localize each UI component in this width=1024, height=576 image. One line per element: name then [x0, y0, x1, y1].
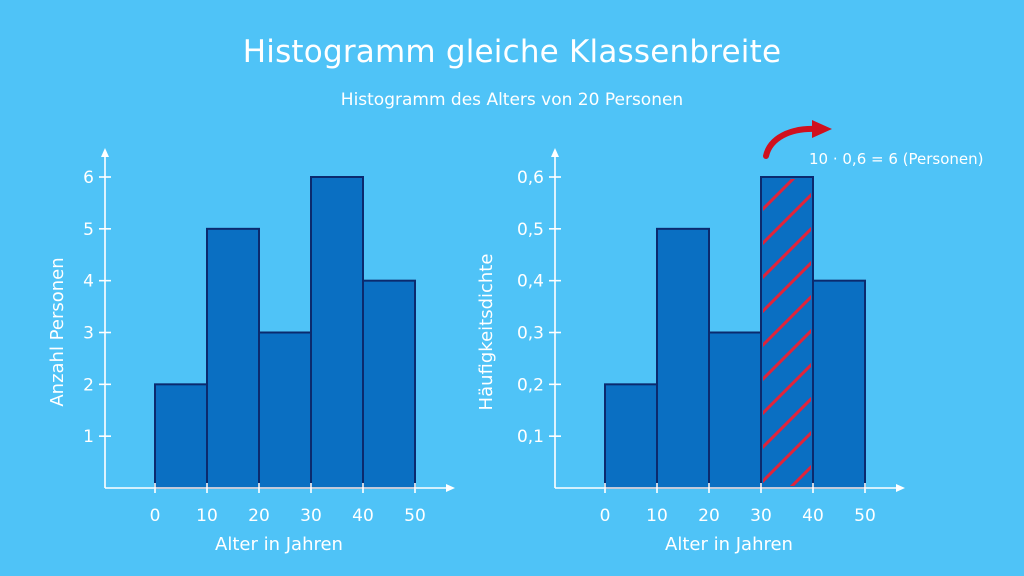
- x-axis-arrow-icon: [896, 484, 905, 492]
- y-tick-label: 0,6: [517, 168, 544, 188]
- y-tick-label: 0,5: [517, 220, 544, 240]
- y-tick-label: 1: [83, 427, 94, 447]
- hatch-line: [789, 464, 811, 486]
- x-tick-label: 0: [600, 506, 611, 526]
- x-tick-label: 20: [698, 506, 720, 526]
- x-tick-label: 50: [854, 506, 876, 526]
- x-axis-arrow-icon: [446, 484, 455, 492]
- y-ticks-group: 0,1 0,2 0,3 0,4 0,5 0,6: [517, 168, 561, 447]
- histogram-bar: [206, 227, 260, 489]
- bars-group: [154, 176, 416, 490]
- hatch-pattern: [763, 179, 811, 486]
- page-subtitle: Histogramm des Alters von 20 Personen: [340, 90, 684, 110]
- hatch-line: [763, 396, 811, 450]
- y-tick-label: 2: [83, 375, 94, 395]
- histogram-bar: [604, 383, 658, 490]
- hatch-line: [763, 226, 811, 280]
- x-ticks-group: 0 10 20 30 40 50: [600, 483, 876, 526]
- x-tick-label: 40: [352, 506, 374, 526]
- hatch-line: [763, 192, 811, 246]
- curved-arrow-icon: [763, 125, 819, 159]
- axes-group: [101, 148, 455, 492]
- histogram-bar: [154, 383, 208, 490]
- axes-group: [551, 148, 905, 492]
- x-tick-label: 30: [750, 506, 772, 526]
- y-tick-label: 6: [83, 168, 94, 188]
- histogram-bar: [656, 227, 710, 489]
- histogram-bar: [258, 331, 312, 489]
- histogram-bar: [362, 279, 416, 489]
- x-axis-label: Alter in Jahren: [665, 534, 793, 555]
- y-tick-label: 3: [83, 324, 94, 344]
- histogram-density: 0,1 0,2 0,3 0,4 0,5 0,6 0 10 20 30 40 50 Alter in …: [476, 120, 984, 555]
- x-tick-label: 20: [248, 506, 270, 526]
- y-tick-label: 5: [83, 220, 94, 240]
- x-tick-label: 10: [196, 506, 218, 526]
- x-tick-label: 50: [404, 506, 426, 526]
- hatch-line: [763, 294, 811, 348]
- bars-group: [604, 176, 866, 490]
- x-tick-label: 0: [150, 506, 161, 526]
- x-axis-label: Alter in Jahren: [215, 534, 343, 555]
- hatch-line: [763, 179, 796, 212]
- histogram-bar: [708, 331, 762, 489]
- y-axis-arrow-icon: [551, 148, 559, 157]
- hatch-line: [763, 362, 811, 416]
- y-axis-arrow-icon: [101, 148, 109, 157]
- hatch-line: [763, 328, 811, 382]
- histogram-count: 1 2 3 4 5 6 0 10 20 30 40 50 Alter in Jahren Anzah…: [47, 148, 455, 555]
- histogram-bar: [812, 279, 866, 489]
- hatch-line: [763, 260, 811, 314]
- annotation-text: 10 · 0,6 = 6 (Personen): [809, 150, 984, 168]
- y-tick-label: 0,1: [517, 427, 544, 447]
- y-tick-label: 0,2: [517, 375, 544, 395]
- y-axis-label: Anzahl Personen: [47, 257, 68, 406]
- hatch-line: [763, 430, 811, 484]
- y-axis-label: Häufigkeitsdichte: [476, 254, 497, 411]
- y-tick-label: 4: [83, 272, 94, 292]
- x-tick-label: 10: [646, 506, 668, 526]
- page-title: Histogramm gleiche Klassenbreite: [242, 34, 782, 70]
- histogram-bar: [310, 176, 364, 489]
- arrowhead-icon: [812, 120, 832, 138]
- x-tick-label: 30: [300, 506, 322, 526]
- x-ticks-group: 0 10 20 30 40 50: [150, 483, 426, 526]
- y-tick-label: 0,4: [517, 272, 544, 292]
- y-tick-label: 0,3: [517, 324, 544, 344]
- x-tick-label: 40: [802, 506, 824, 526]
- y-ticks-group: 1 2 3 4 5 6: [83, 168, 111, 447]
